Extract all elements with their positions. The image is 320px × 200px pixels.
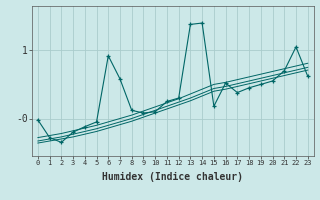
X-axis label: Humidex (Indice chaleur): Humidex (Indice chaleur) [102, 172, 243, 182]
